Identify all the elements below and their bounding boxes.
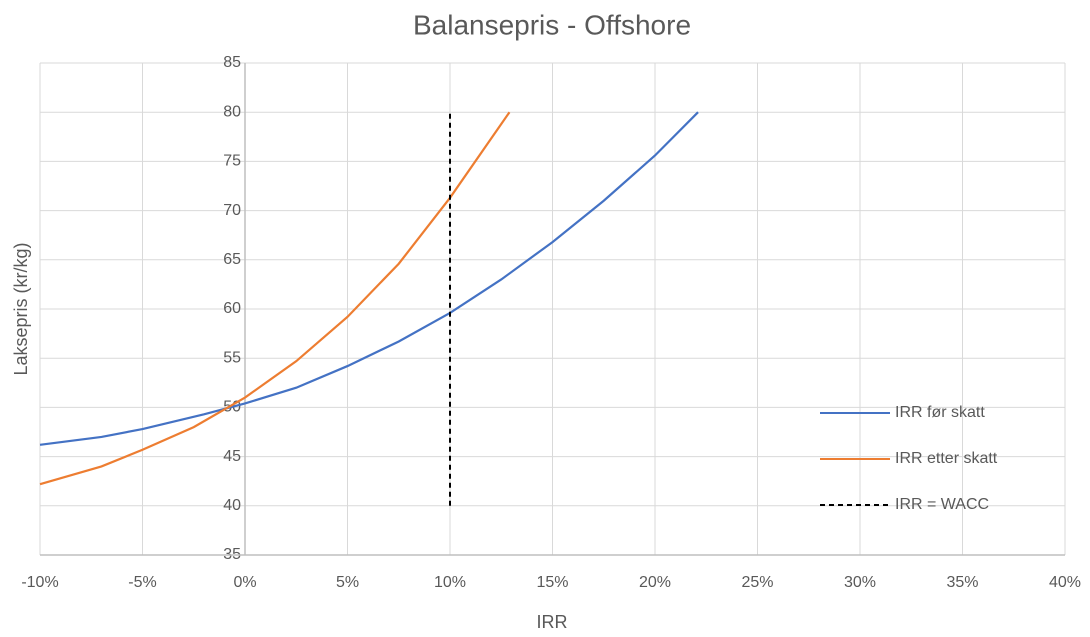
x-tick-label: 30%	[844, 574, 876, 591]
legend-label: IRR før skatt	[895, 404, 985, 421]
x-tick-label: 35%	[946, 574, 978, 591]
y-tick-label: 65	[223, 251, 241, 268]
x-tick-label: 40%	[1049, 574, 1081, 591]
x-tick-label: -5%	[128, 574, 156, 591]
series-line	[39, 111, 511, 486]
x-tick-label: 15%	[536, 574, 568, 591]
x-tick-label: 5%	[336, 574, 359, 591]
y-tick-label: 40	[223, 497, 241, 514]
y-tick-label: 60	[223, 300, 241, 317]
y-tick-label: 75	[223, 153, 241, 170]
y-tick-label: 70	[223, 202, 241, 219]
x-tick-label: 10%	[434, 574, 466, 591]
y-tick-label: 80	[223, 103, 241, 120]
legend-label: IRR = WACC	[895, 496, 989, 513]
y-tick-label: 85	[223, 54, 241, 71]
x-tick-label: 20%	[639, 574, 671, 591]
series-line	[39, 111, 699, 446]
legend-label: IRR etter skatt	[895, 450, 998, 467]
y-tick-label: 45	[223, 448, 241, 465]
x-axis-title: IRR	[537, 612, 568, 632]
x-tick-label: 0%	[233, 574, 256, 591]
x-tick-label: 25%	[741, 574, 773, 591]
y-axis-title: Laksepris (kr/kg)	[11, 242, 31, 375]
chart-title: Balansepris - Offshore	[413, 9, 691, 40]
y-tick-label: 55	[223, 349, 241, 366]
x-tick-label: -10%	[21, 574, 58, 591]
